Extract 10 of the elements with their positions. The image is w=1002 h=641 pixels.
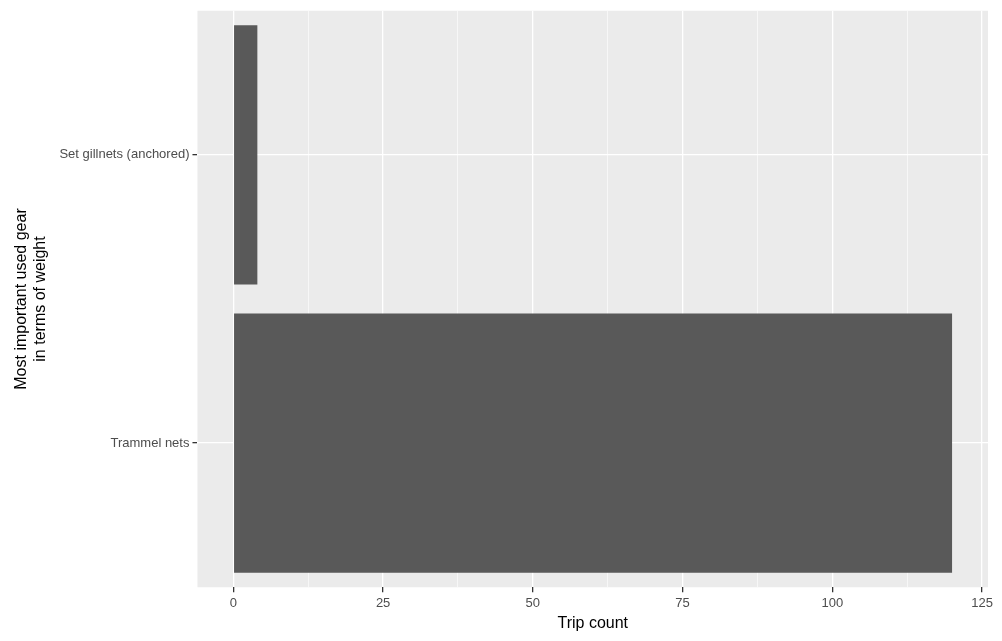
x-tick-label: 50 — [525, 594, 541, 610]
x-tick-label: 100 — [821, 594, 844, 610]
y-axis-title: Most important used gear in terms of weight — [12, 207, 49, 390]
x-tick-label: 0 — [229, 594, 238, 610]
x-tick-label: 75 — [675, 594, 690, 610]
x-tick-label: 125 — [971, 594, 993, 610]
y-tick-label: Set gillnets (anchored) — [59, 146, 190, 162]
x-tick-label: 25 — [375, 594, 391, 610]
x-axis-title: Trip count — [557, 613, 629, 631]
y-tick-label: Trammel nets — [110, 434, 190, 450]
